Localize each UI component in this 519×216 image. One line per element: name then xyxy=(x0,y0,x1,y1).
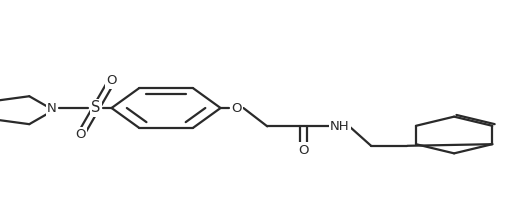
Text: O: O xyxy=(106,75,117,87)
Text: O: O xyxy=(231,102,241,114)
Text: S: S xyxy=(91,100,101,116)
Text: O: O xyxy=(298,144,309,157)
Text: NH: NH xyxy=(330,120,350,133)
Text: N: N xyxy=(47,102,57,114)
Text: O: O xyxy=(75,129,86,141)
